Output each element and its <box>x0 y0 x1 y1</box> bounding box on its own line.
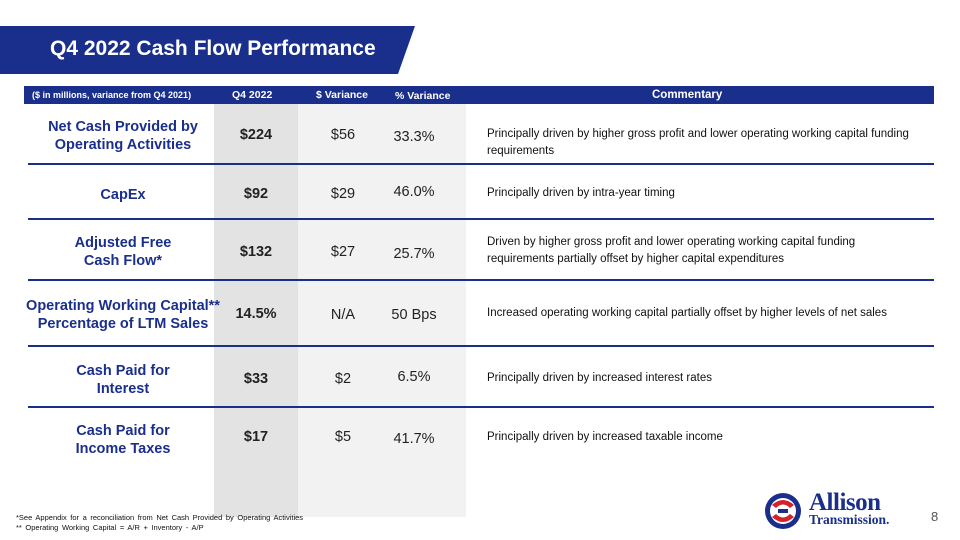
page-title: Q4 2022 Cash Flow Performance <box>50 37 376 60</box>
footnote-adjusted-fcf: *See Appendix for a reconciliation from … <box>16 513 304 522</box>
dollar-variance-value: N/A <box>330 307 356 323</box>
pct-variance-value: 41.7% <box>393 431 435 447</box>
row-divider <box>28 163 934 165</box>
pct-variance-value: 50 Bps <box>391 307 437 323</box>
header-units: ($ in millions, variance from Q4 2021) <box>32 90 192 100</box>
pct-variance-value: 33.3% <box>393 129 435 145</box>
title-banner-shape <box>0 26 415 74</box>
dollar-variance-value: $56 <box>330 127 356 143</box>
header-dollar-variance: $ Variance <box>316 89 368 101</box>
pct-variance-value: 25.7% <box>393 246 435 262</box>
row-label-text: Operating Working Capital** Percentage o… <box>26 298 220 332</box>
row-label: Cash Paid for Income Taxes <box>28 420 218 460</box>
commentary-text: Principally driven by increased taxable … <box>487 431 723 443</box>
variance-column-shading <box>298 103 466 517</box>
dollar-variance-value: $29 <box>330 186 356 202</box>
q4-value: $33 <box>243 371 269 387</box>
commentary-text: Principally driven by increased interest… <box>487 372 712 384</box>
row-divider <box>28 406 934 408</box>
logo-wordmark-line1: Allison <box>809 489 881 516</box>
q4-column-shading <box>214 103 298 517</box>
commentary-text: Principally driven by higher gross profi… <box>487 128 909 157</box>
q4-value: $92 <box>243 186 269 202</box>
commentary-text: Increased operating working capital part… <box>487 307 887 319</box>
commentary-text: Principally driven by intra-year timing <box>487 187 675 199</box>
row-label: Net Cash Provided by Operating Activitie… <box>48 119 198 153</box>
row-label-text: Adjusted Free Cash Flow* <box>74 235 172 269</box>
q4-value: $224 <box>239 127 273 143</box>
header-pct-variance: % Variance <box>395 90 451 102</box>
footnote-owc: ** Operating Working Capital = A/R + Inv… <box>16 523 204 532</box>
q4-value: $17 <box>243 429 269 445</box>
allison-logo: Allison Transmission. <box>763 489 928 531</box>
commentary-text: Driven by higher gross profit and lower … <box>487 236 856 265</box>
pct-variance-value: 6.5% <box>397 369 431 385</box>
table-header: ($ in millions, variance from Q4 2021) Q… <box>24 86 934 104</box>
row-label-text: Cash Paid for Income Taxes <box>75 423 171 457</box>
logo-wordmark-line2: Transmission. <box>809 512 890 527</box>
dollar-variance-value: $5 <box>334 429 352 445</box>
row-label: Cash Paid for Interest <box>28 360 218 400</box>
q4-value: 14.5% <box>235 306 277 322</box>
title-banner: Q4 2022 Cash Flow Performance <box>0 26 415 74</box>
q4-value: $132 <box>239 244 273 260</box>
row-label: Operating Working Capital** Percentage o… <box>18 295 228 335</box>
row-divider <box>28 345 934 347</box>
pct-variance-value: 46.0% <box>393 184 435 200</box>
dollar-variance-value: $2 <box>334 371 352 387</box>
header-q4: Q4 2022 <box>232 89 273 101</box>
row-label: CapEx <box>100 187 146 203</box>
row-label: Adjusted Free Cash Flow* <box>28 232 218 272</box>
row-label-text: Cash Paid for Interest <box>76 363 170 397</box>
allison-logo-mark <box>765 493 801 529</box>
header-commentary: Commentary <box>652 89 723 101</box>
page-number: 8 <box>931 509 939 524</box>
dollar-variance-value: $27 <box>330 244 356 260</box>
row-divider <box>28 279 934 281</box>
row-divider <box>28 218 934 220</box>
